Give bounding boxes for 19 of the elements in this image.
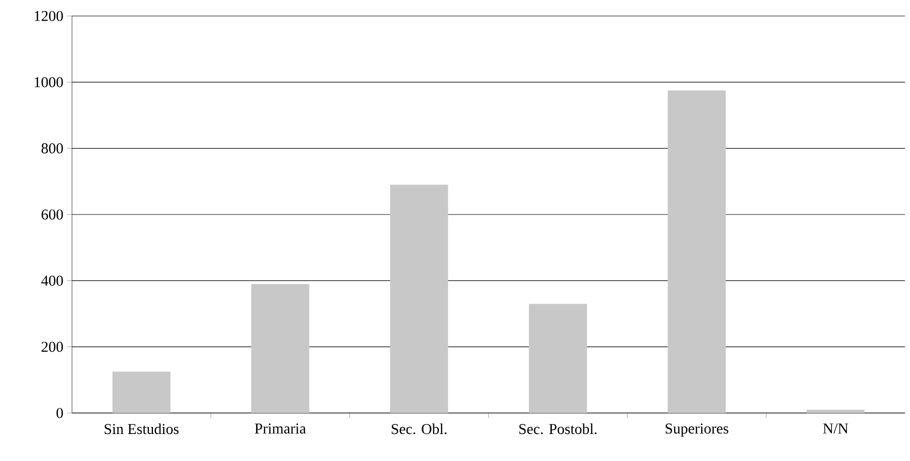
- y-tick-label: 400: [41, 276, 63, 286]
- bar: [251, 284, 310, 413]
- x-tick-label: N/N: [823, 424, 848, 434]
- x-tick-label: Primaria: [254, 424, 306, 434]
- y-tick-label: 1000: [34, 77, 63, 88]
- bar: [390, 184, 448, 413]
- x-tick-label: Sec. Obl.: [392, 424, 446, 434]
- bar: [668, 90, 726, 413]
- x-tick-label: Superiores: [666, 424, 728, 437]
- y-tick-label: 800: [42, 143, 63, 154]
- y-tick-label: 0: [56, 408, 63, 418]
- y-tick-label: 200: [42, 342, 63, 352]
- bar: [806, 410, 865, 413]
- x-tick-label: Sec. Postobl.: [519, 424, 597, 434]
- x-tick-label: Sin Estudios: [104, 424, 179, 434]
- bar: [112, 372, 170, 413]
- y-tick-label: 1200: [34, 10, 63, 22]
- bar: [528, 304, 587, 413]
- y-tick-label: 600: [42, 209, 63, 220]
